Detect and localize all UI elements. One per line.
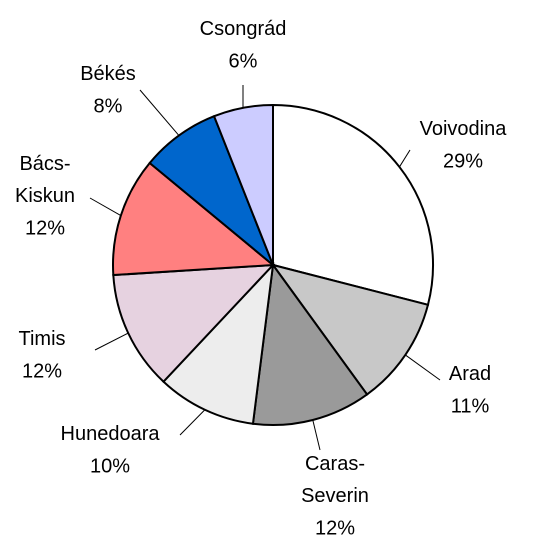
pie-slice xyxy=(270,263,430,396)
slice-label: Hunedoara xyxy=(61,423,161,445)
value-label: 12% xyxy=(315,517,355,539)
leader-line xyxy=(179,409,206,436)
value-label: 12% xyxy=(22,360,62,382)
value-label: 29% xyxy=(443,150,483,172)
slice-label: Caras-Severin xyxy=(301,453,369,507)
leader-line xyxy=(139,89,180,136)
leader-line xyxy=(312,419,321,451)
value-label: 12% xyxy=(25,217,65,239)
leader-line xyxy=(405,354,441,381)
value-label: 11% xyxy=(451,395,490,417)
pie-slice xyxy=(112,161,276,277)
slice-label: Békés xyxy=(80,63,136,85)
leader-line xyxy=(94,332,129,351)
slice-label: Voivodina xyxy=(420,118,508,140)
pie xyxy=(112,103,434,426)
slice-label: Csongrád xyxy=(200,18,287,40)
value-label: 10% xyxy=(90,455,130,477)
slice-label: Bács-Kiskun xyxy=(15,153,75,207)
pie-slice xyxy=(212,103,274,266)
value-label: 6% xyxy=(229,50,258,72)
slice-label: Timis xyxy=(18,328,65,350)
leader-line xyxy=(399,149,411,168)
pie-slice xyxy=(272,103,434,307)
value-label: 8% xyxy=(94,95,123,117)
leader-line xyxy=(89,197,122,216)
pie-slice xyxy=(112,263,276,384)
slice-label: Arad xyxy=(449,363,491,385)
